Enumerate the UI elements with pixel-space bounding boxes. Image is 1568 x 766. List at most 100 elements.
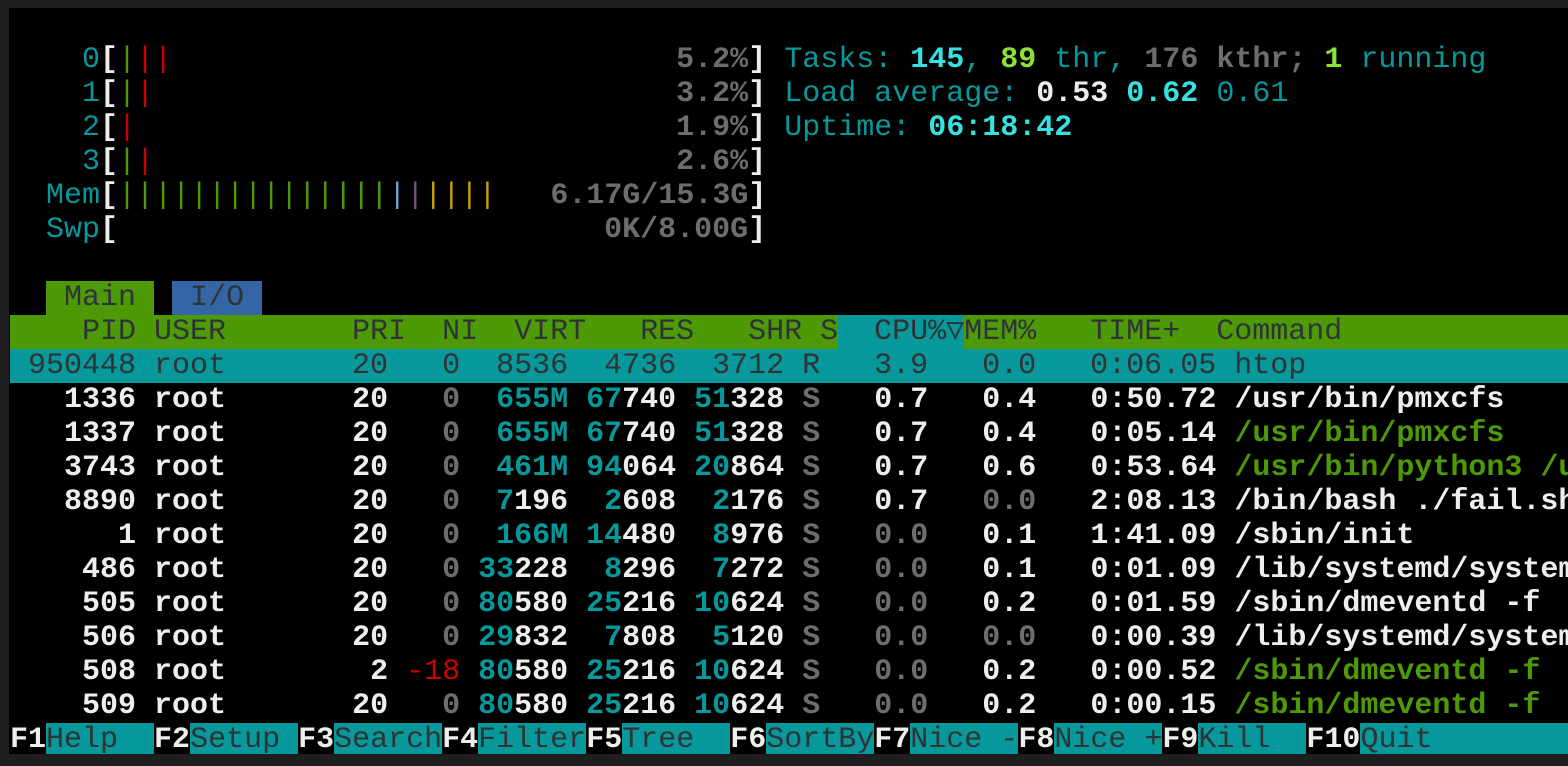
fkey-label-kill-button[interactable]: Kill xyxy=(1198,723,1307,754)
fkey-label-nice---button[interactable]: Nice - xyxy=(910,723,1019,754)
text xyxy=(820,553,838,587)
process-row-text: 950448 root 20 0 8536 4736 3712 R 3.9 0.… xyxy=(28,349,1307,383)
meter-bar-segment: | xyxy=(352,179,371,213)
meter-bar-segment: | xyxy=(136,77,155,111)
header-cpu-sorted[interactable]: CPU%▽ xyxy=(838,315,965,349)
shr: 624 xyxy=(730,587,785,621)
process-row[interactable]: 486 root 20 0 33228 8296 7272 S 0.0 0.1 … xyxy=(10,553,1568,587)
virt: 196 xyxy=(514,485,569,519)
process-row[interactable]: 1336 root 20 0 655M 67740 51328 S 0.7 0.… xyxy=(10,383,1568,417)
bracket: ] xyxy=(748,111,767,145)
text xyxy=(784,451,802,485)
fkey-f3[interactable]: F3 xyxy=(298,723,335,754)
fkey-f10[interactable]: F10 xyxy=(1306,723,1361,754)
text xyxy=(784,485,802,519)
kthreads-count: 176 xyxy=(1144,43,1199,77)
command: /sbin/dmeventd -f xyxy=(1234,689,1541,723)
bracket: [ xyxy=(100,213,119,247)
shr: 328 xyxy=(730,417,785,451)
fkey-f4[interactable]: F4 xyxy=(442,723,479,754)
fkey-label-setup-button[interactable]: Setup xyxy=(190,723,299,754)
fkey-f5[interactable]: F5 xyxy=(586,723,623,754)
text xyxy=(136,451,154,485)
virt: 655M xyxy=(460,417,569,451)
fkey-f2[interactable]: F2 xyxy=(154,723,191,754)
meter-1: 1[|| 3.2%] Load average: 0.53 0.62 0.61 xyxy=(10,77,1568,111)
meter-value: 2.6% xyxy=(676,145,749,179)
meter-bar-segment: | xyxy=(118,77,137,111)
tasks-label: Tasks: xyxy=(784,43,911,77)
text xyxy=(784,689,802,723)
pid: 508 xyxy=(10,655,137,689)
res: 740 xyxy=(622,417,677,451)
res: 216 xyxy=(622,655,677,689)
fkey-label-search-button[interactable]: Search xyxy=(334,723,443,754)
text xyxy=(496,179,550,213)
shr: 272 xyxy=(730,553,785,587)
fkey-f9[interactable]: F9 xyxy=(1162,723,1199,754)
process-row[interactable]: 950448 root 20 0 8536 4736 3712 R 3.9 0.… xyxy=(10,349,1568,383)
fkey-f8[interactable]: F8 xyxy=(1018,723,1055,754)
nice: 0 xyxy=(388,485,461,519)
text xyxy=(928,485,946,519)
nice: 0 xyxy=(388,553,461,587)
mem-percent: 0.2 xyxy=(946,587,1037,621)
fkey-label-filter-button[interactable]: Filter xyxy=(478,723,587,754)
process-row[interactable]: 506 root 20 0 29832 7808 5120 S 0.0 0.0 … xyxy=(10,621,1568,655)
meter-value: 1.9% xyxy=(676,111,749,145)
virt: 655M xyxy=(460,383,569,417)
shr: 51 xyxy=(676,383,731,417)
fkey-label-tree-button[interactable]: Tree xyxy=(622,723,731,754)
time: 0:00.39 xyxy=(1054,621,1217,655)
process-row[interactable]: 1 root 20 0 166M 14480 8976 S 0.0 0.1 1:… xyxy=(10,519,1568,553)
meter-label: 2 xyxy=(10,111,101,145)
res: 25 xyxy=(568,689,623,723)
tab-main[interactable]: Main xyxy=(46,281,155,315)
meter-bar-segment: | xyxy=(208,179,227,213)
fkey-label-sortby-button[interactable]: SortBy xyxy=(766,723,875,754)
fkey-f6[interactable]: F6 xyxy=(730,723,767,754)
meter-bar-segment: | xyxy=(406,179,425,213)
process-row[interactable]: 505 root 20 0 80580 25216 10624 S 0.0 0.… xyxy=(10,587,1568,621)
column-header: PID USER PRI NI VIRT RES SHR S CPU%▽MEM%… xyxy=(10,315,1568,349)
shr: 120 xyxy=(730,621,785,655)
process-row[interactable]: 508 root 2 -18 80580 25216 10624 S 0.0 0… xyxy=(10,655,1568,689)
header-columns-right[interactable]: MEM% TIME+ Command xyxy=(964,315,1343,349)
process-row[interactable]: 3743 root 20 0 461M 94064 20864 S 0.7 0.… xyxy=(10,451,1568,485)
meter-label: 1 xyxy=(10,77,101,111)
virt: 832 xyxy=(514,621,569,655)
fkey-label-quit-button[interactable]: Quit xyxy=(1360,723,1568,754)
mem-percent: 0.0 xyxy=(946,621,1037,655)
fkey-f1[interactable]: F1 xyxy=(10,723,47,754)
text xyxy=(766,111,784,145)
virt: 80 xyxy=(460,689,515,723)
meter-bar-segment: | xyxy=(388,179,407,213)
tab-io[interactable]: I/O xyxy=(172,281,263,315)
fkey-label-help-button[interactable]: Help xyxy=(46,723,155,754)
text: , xyxy=(964,43,1001,77)
text xyxy=(136,111,676,145)
header-columns[interactable]: PID USER PRI NI VIRT RES SHR S xyxy=(10,315,839,349)
text xyxy=(1216,587,1234,621)
text xyxy=(820,451,838,485)
priority: 20 xyxy=(316,485,389,519)
text xyxy=(820,689,838,723)
text xyxy=(1108,77,1126,111)
fkey-label-nice--button[interactable]: Nice + xyxy=(1054,723,1163,754)
nice: 0 xyxy=(388,519,461,553)
virt: 80 xyxy=(460,655,515,689)
time: 0:00.52 xyxy=(1054,655,1217,689)
nice: 0 xyxy=(388,383,461,417)
meter-label: 0 xyxy=(10,43,101,77)
process-row[interactable]: 509 root 20 0 80580 25216 10624 S 0.0 0.… xyxy=(10,689,1568,723)
text xyxy=(928,417,946,451)
fkey-f7[interactable]: F7 xyxy=(874,723,911,754)
process-row[interactable]: 8890 root 20 0 7196 2608 2176 S 0.7 0.0 … xyxy=(10,485,1568,519)
res: 25 xyxy=(568,587,623,621)
bracket: [ xyxy=(100,43,119,77)
text xyxy=(136,383,154,417)
mem-percent: 0.1 xyxy=(946,519,1037,553)
virt: 580 xyxy=(514,689,569,723)
text xyxy=(928,553,946,587)
process-row[interactable]: 1337 root 20 0 655M 67740 51328 S 0.7 0.… xyxy=(10,417,1568,451)
